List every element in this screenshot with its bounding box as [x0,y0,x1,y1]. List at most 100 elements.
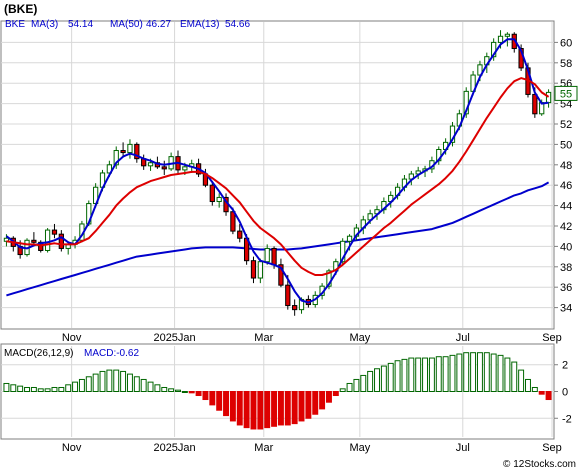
macd-bar-positive [106,369,113,392]
candle-down [237,223,243,243]
ema13-line [6,77,550,276]
macd-bar-negative [264,391,271,429]
legend-ema13-value: 54.66 [225,19,250,30]
macd-bar-negative [277,391,284,426]
macd-bar-positive [483,352,490,392]
macd-bar-negative [229,391,236,422]
macd-bar-positive [476,352,483,392]
macd-bar-positive [113,369,120,392]
macd-bar-positive [126,373,133,392]
candle-body [182,166,188,171]
candle-down [120,142,126,157]
macd-bar-positive [367,370,374,393]
x-tick-label: Nov [62,442,82,454]
x-tick-label: Nov [62,332,82,344]
candle-down [278,258,284,288]
macd-bar-positive [387,362,394,393]
macd-bar-positive [374,368,380,392]
candle-body [271,247,277,266]
candle-body [134,143,140,160]
candle-up [216,193,222,208]
candle-up [491,38,497,61]
macd-bar-negative [291,391,298,425]
macd-bar-positive [72,381,79,393]
macd-bar-positive [37,388,44,392]
candle-body [127,143,133,154]
candle-down [250,256,257,284]
macd-bar-positive [415,357,422,393]
macd-bar-positive [99,370,106,393]
candle-body [58,233,64,249]
macd-bar-positive [504,357,511,393]
candle-body [285,284,291,307]
candle-body [497,35,504,43]
macd-bar-positive [65,384,72,393]
candle-body [504,33,511,37]
macd-bar-positive [17,385,24,393]
last-price-box [554,85,578,101]
candle-body [161,166,167,170]
macd-bar-positive [518,369,525,392]
candle-up [44,228,51,253]
macd-bar-positive [51,386,58,392]
candle-body [278,264,284,286]
last-price-marker: 55 [554,85,578,101]
macd-y-tick-label: 0 [562,387,568,399]
macd-bar-negative [271,391,278,427]
candle-body [326,270,332,287]
candle-up [113,146,119,169]
macd-bar-positive [181,391,188,393]
macd-bar-positive [58,386,65,392]
macd-bar-positive [92,373,99,392]
macd-bar-negative [243,391,250,429]
macd-bar-positive [380,365,387,392]
candle-body [31,239,37,243]
legend-ma3-label: MA(3) [31,19,58,30]
macd-bar-positive [161,386,168,392]
macd-bar-positive [10,384,17,393]
macd-bar-positive [120,370,127,393]
macd-bar-positive [346,382,353,392]
macd-bar-positive [525,378,531,392]
macd-bar-positive [3,382,10,392]
candle-up [127,139,133,159]
price-y-tick-label: 46 [560,180,572,192]
macd-bar-positive [140,378,147,392]
macd-bar-negative [284,391,291,426]
macd-y-tick-label: 2 [562,360,568,372]
last-price-label: 55 [560,88,572,100]
candle-body [264,247,270,263]
macd-bar-positive [353,378,360,392]
price-y-tick-label: 38 [560,262,572,274]
watermark: © 12Stocks.com [503,459,576,470]
candle-down [209,181,215,206]
candle-body [106,164,112,174]
candle-body [340,240,346,263]
macd-bar-negative [209,391,216,406]
ema13-layer [6,77,550,276]
price-y-tick-label: 48 [560,160,572,172]
macd-bar-negative [325,391,332,403]
price-y-tick-label: 58 [560,58,572,70]
macd-bar-positive [168,388,175,392]
macd-bar-positive [394,360,401,392]
price-y-tick-label: 34 [560,303,572,315]
price-y-tick-label: 44 [560,201,572,213]
macd-bar-positive [531,386,538,392]
candle-body [532,93,538,115]
candle-down [51,223,58,239]
candle-down [58,230,64,252]
macd-bar-negative [250,391,257,430]
candle-body [216,196,222,203]
macd-bar-positive [470,352,477,392]
price-y-tick-label: 50 [560,139,572,151]
macd-bar-positive [422,357,429,393]
candle-down [161,160,167,175]
macd-bar-positive [456,353,463,393]
x-tick-label: Sep [542,332,562,344]
x-tick-label: 2025Jan [153,332,195,344]
candle-down [292,299,298,316]
ma50-line [6,181,550,297]
